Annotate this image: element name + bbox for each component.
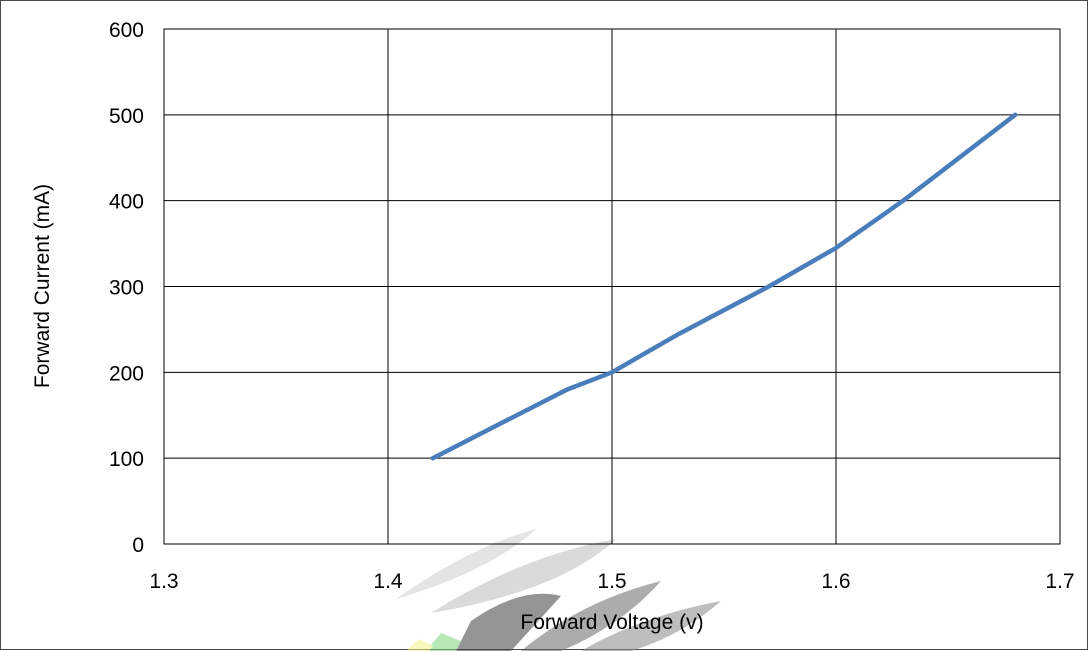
- y-tick-label: 100: [109, 448, 144, 471]
- y-tick-label: 600: [109, 19, 144, 42]
- y-axis-title: Forward Current (mA): [31, 184, 54, 388]
- watermark-yellow: [406, 639, 433, 651]
- x-tick-label: 1.3: [149, 570, 178, 593]
- grid-lines: [163, 28, 1061, 545]
- watermark-dark-2: [521, 581, 661, 651]
- x-tick-label: 1.7: [1045, 570, 1074, 593]
- x-axis-ticks: 1.3 1.4 1.5 1.6 1.7: [149, 570, 1074, 593]
- x-tick-label: 1.6: [821, 570, 850, 593]
- watermark-dark-3: [581, 601, 721, 651]
- y-tick-label: 500: [109, 105, 144, 128]
- x-tick-label: 1.4: [373, 570, 403, 593]
- watermark-blade-2: [431, 539, 616, 613]
- plot-area: [163, 28, 1061, 545]
- watermark-green: [426, 633, 461, 651]
- series-layer: [430, 112, 1018, 461]
- x-tick-label: 1.5: [597, 570, 626, 593]
- y-tick-label: 300: [109, 277, 144, 300]
- y-axis-ticks: 0 100 200 300 400 500 600: [109, 19, 144, 557]
- y-tick-label: 400: [109, 191, 144, 214]
- y-tick-label: 0: [132, 534, 144, 557]
- watermark-blade-1: [396, 529, 536, 599]
- plot-border: [163, 28, 1061, 545]
- watermark-dark-1: [456, 593, 561, 651]
- series-line-0: [430, 112, 1018, 461]
- y-tick-label: 200: [109, 362, 144, 385]
- x-axis-title: Forward Voltage (v): [520, 611, 703, 634]
- watermark-logo: [396, 529, 721, 651]
